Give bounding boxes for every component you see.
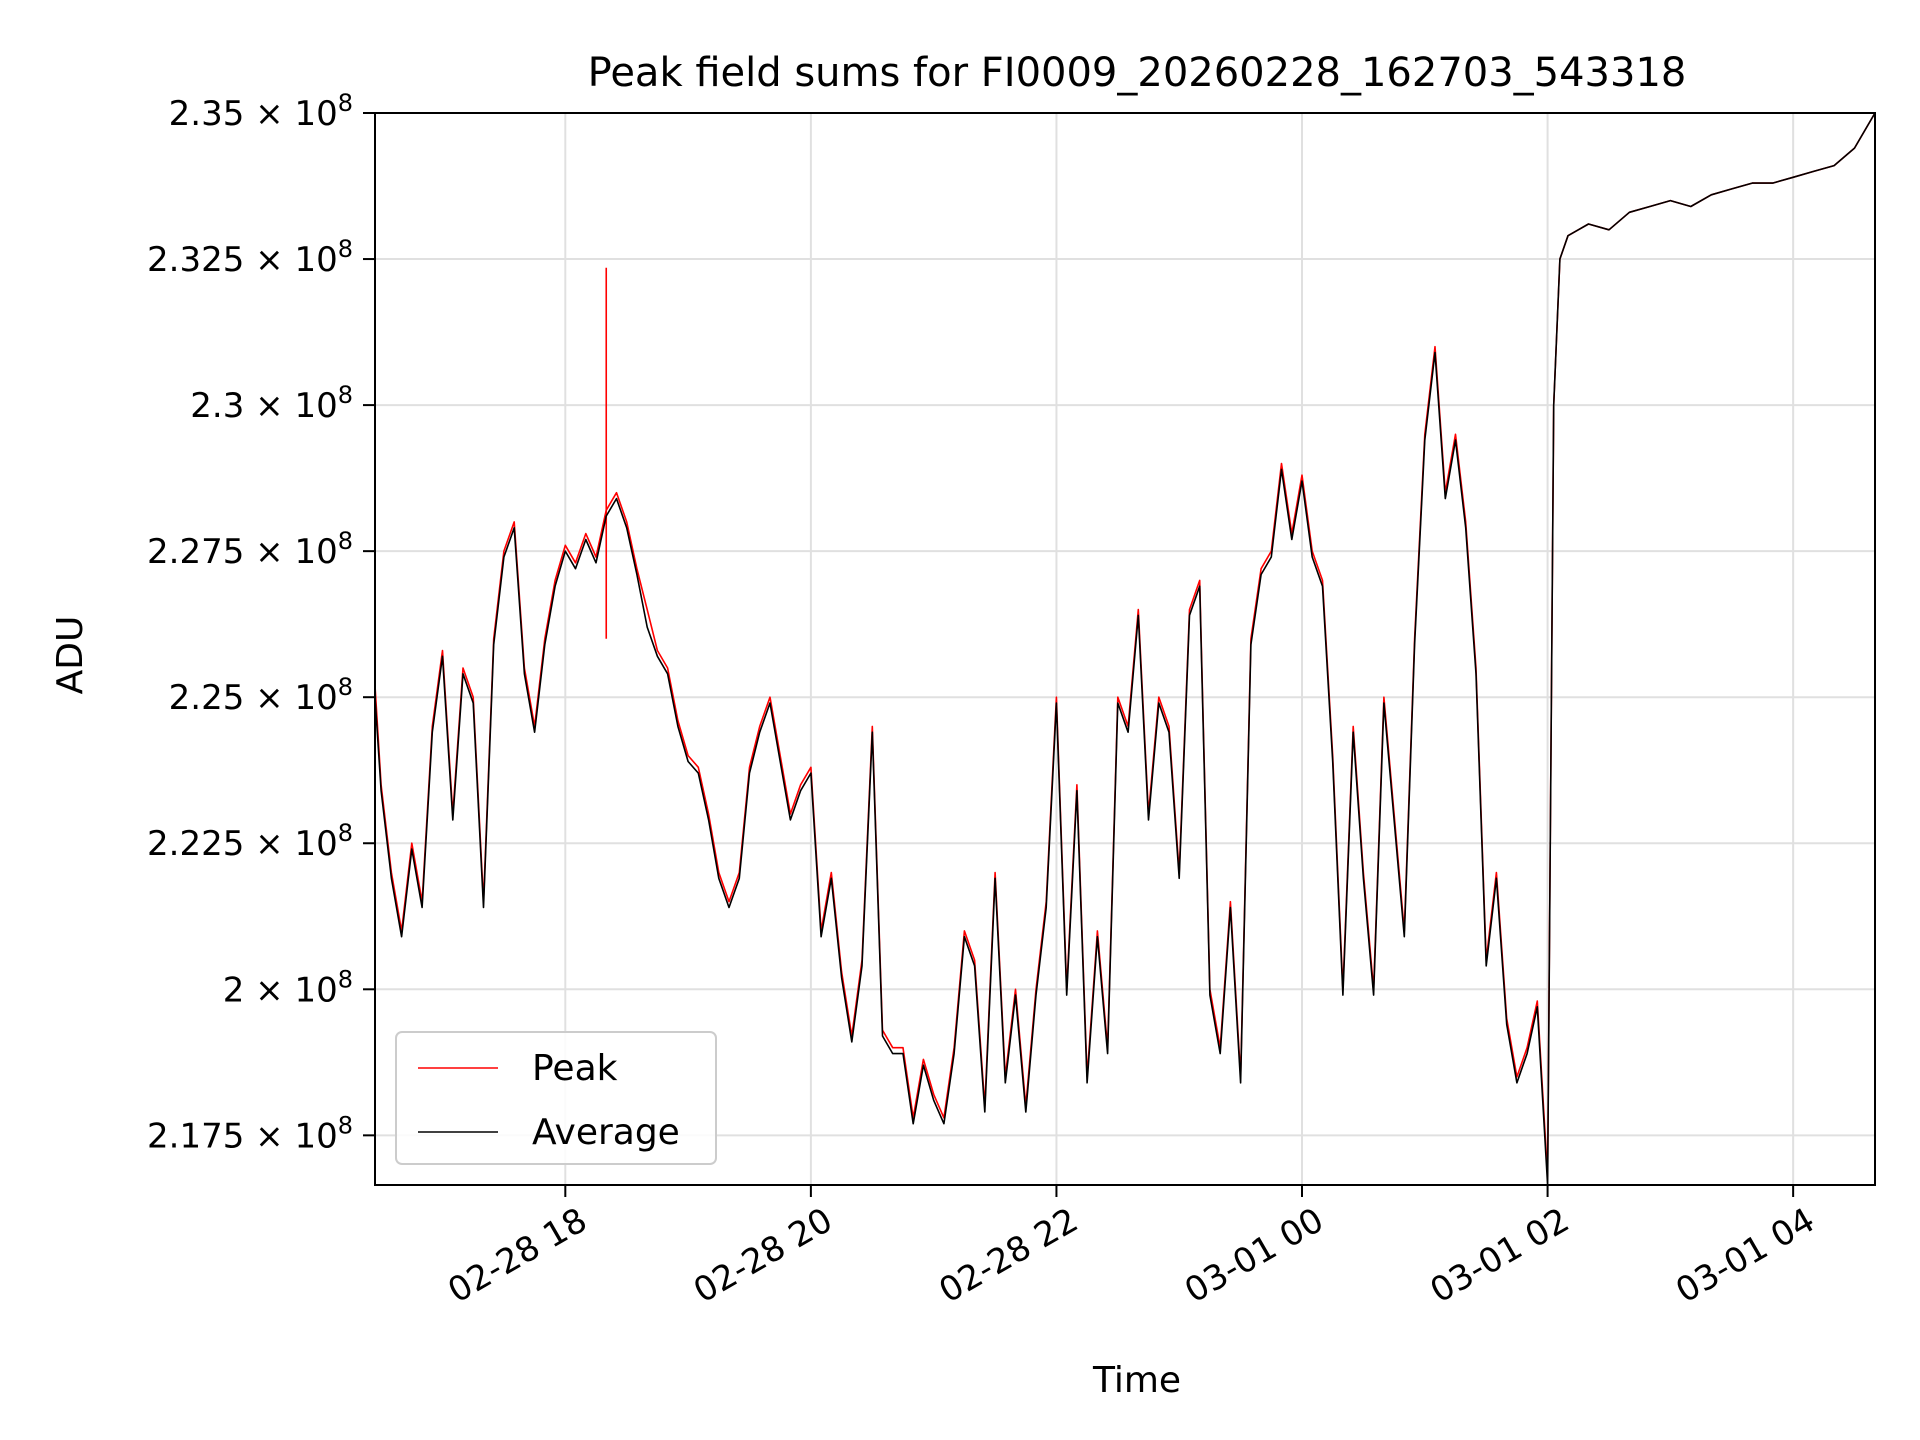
legend-label-peak: Peak [532,1048,618,1089]
series-line-average [374,112,1876,1186]
legend-label-average: Average [532,1112,680,1153]
y-tick-mantissa: 2.325 [147,240,244,280]
plot-frame [374,112,1876,1186]
y-tick-exponent: 8 [338,673,353,701]
legend-box [395,1031,717,1165]
y-tick-mantissa: 2.35 [169,94,245,134]
x-axis-label: Time [1092,1360,1181,1401]
y-tick-label: 2.3 × 108 [190,381,353,426]
y-tick-mantissa: 2.3 [190,386,244,426]
y-tick-mantissa: 2.25 [169,678,245,718]
y-tick-exponent: 8 [338,527,353,555]
y-tick-exponent: 8 [338,965,353,993]
y-tick-label: 2.175 × 108 [147,1111,353,1156]
y-tick-exponent: 8 [338,235,353,263]
y-tick-label: 2.275 × 108 [147,527,353,572]
chart-title: Peak field sums for FI0009_20260228_1627… [588,50,1687,96]
series-line-peak [374,112,1876,1177]
y-tick-mantissa: 2.225 [147,824,244,864]
y-axis-label: ADU [50,616,91,695]
y-tick-label: 2 × 108 [223,965,353,1010]
y-tick-mantissa: 2 [223,970,245,1010]
y-tick-mantissa: 2.275 [147,532,244,572]
y-tick-label: 2.225 × 108 [147,819,353,864]
y-tick-exponent: 8 [338,819,353,847]
y-tick-exponent: 8 [338,1111,353,1139]
y-tick-label: 2.35 × 108 [169,89,353,134]
y-tick-exponent: 8 [338,381,353,409]
legend: Peak Average [395,1031,717,1165]
y-tick-label: 2.25 × 108 [169,673,353,718]
series-layer [374,112,1876,1186]
y-tick-mantissa: 2.175 [147,1116,244,1156]
y-tick-exponent: 8 [338,89,353,117]
y-tick-label: 2.325 × 108 [147,235,353,280]
